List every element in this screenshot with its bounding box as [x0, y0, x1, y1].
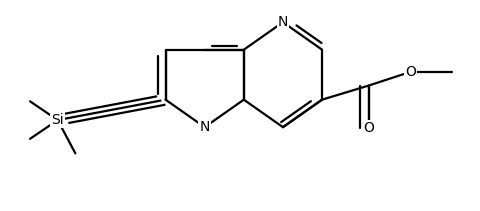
Text: Si: Si [51, 113, 64, 127]
Text: O: O [406, 65, 416, 79]
Text: N: N [200, 120, 210, 134]
Text: N: N [278, 15, 288, 29]
Text: O: O [363, 121, 374, 135]
